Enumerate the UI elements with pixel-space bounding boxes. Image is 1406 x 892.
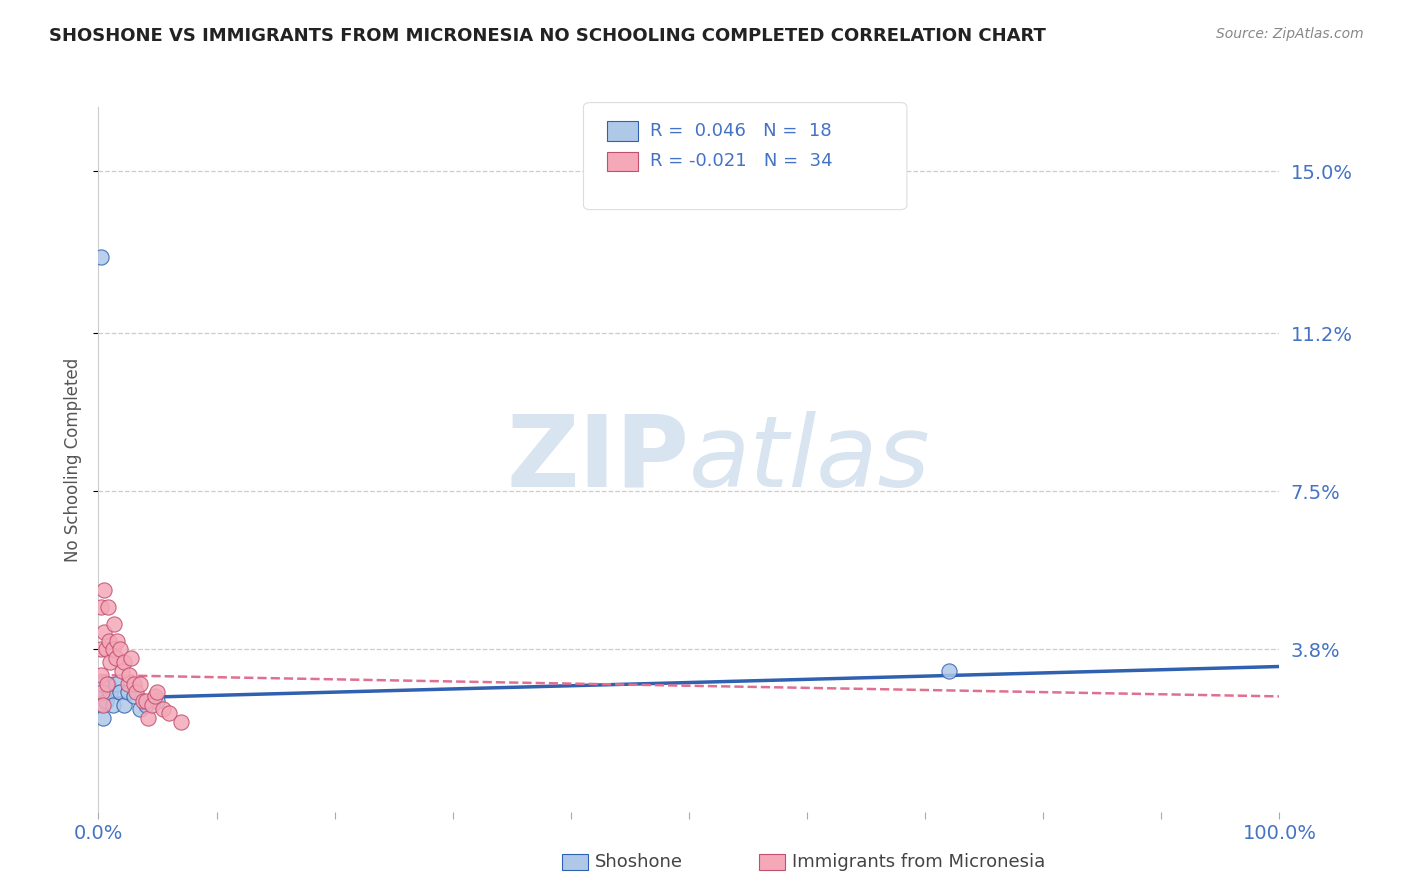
Point [97, 599, 120, 614]
Text: R =  0.046   N =  18: R = 0.046 N = 18 [650, 122, 831, 140]
Text: atlas: atlas [689, 411, 931, 508]
Point [91, 698, 114, 712]
Point [122, 676, 145, 690]
Point [146, 694, 169, 708]
Point [141, 698, 163, 712]
Text: R = -0.021   N =  34: R = -0.021 N = 34 [650, 153, 832, 170]
Point [108, 642, 131, 657]
Point [91, 711, 114, 725]
Text: SHOSHONE VS IMMIGRANTS FROM MICRONESIA NO SCHOOLING COMPLETED CORRELATION CHART: SHOSHONE VS IMMIGRANTS FROM MICRONESIA N… [49, 27, 1046, 45]
Point [91, 698, 114, 712]
Point [143, 690, 166, 704]
Point [118, 668, 141, 682]
Point [135, 694, 157, 708]
Point [128, 676, 150, 690]
Point [938, 664, 960, 678]
Point [111, 664, 134, 678]
Point [135, 698, 157, 712]
Point [98, 655, 121, 669]
Point [90, 599, 112, 614]
Point [108, 685, 131, 699]
Y-axis label: No Schooling Completed: No Schooling Completed [65, 358, 83, 561]
Point [128, 702, 150, 716]
Point [121, 651, 143, 665]
Point [146, 685, 169, 699]
Point [90, 676, 112, 690]
Point [93, 582, 115, 597]
Point [101, 642, 124, 657]
Point [94, 642, 117, 657]
Point [90, 668, 112, 682]
Text: Immigrants from Micronesia: Immigrants from Micronesia [792, 853, 1045, 871]
Point [136, 711, 159, 725]
Point [152, 702, 174, 716]
Point [125, 685, 148, 699]
Text: ZIP: ZIP [506, 411, 689, 508]
Point [93, 625, 115, 640]
Text: Shoshone: Shoshone [595, 853, 683, 871]
Point [97, 676, 120, 690]
Point [105, 676, 128, 690]
Point [103, 616, 125, 631]
Point [105, 651, 128, 665]
Text: Source: ZipAtlas.com: Source: ZipAtlas.com [1216, 27, 1364, 41]
Point [90, 642, 112, 657]
Point [105, 633, 128, 648]
Point [112, 698, 135, 712]
Point [132, 694, 155, 708]
Point [101, 698, 124, 712]
Point [117, 676, 139, 690]
Point [170, 714, 193, 729]
Point [94, 694, 117, 708]
Point [96, 676, 118, 690]
Point [90, 250, 112, 264]
Point [98, 685, 121, 699]
Point [93, 685, 115, 699]
Point [91, 685, 114, 699]
Point [112, 655, 135, 669]
Point [157, 706, 180, 721]
Point [122, 690, 145, 704]
Point [117, 685, 139, 699]
Point [98, 633, 121, 648]
